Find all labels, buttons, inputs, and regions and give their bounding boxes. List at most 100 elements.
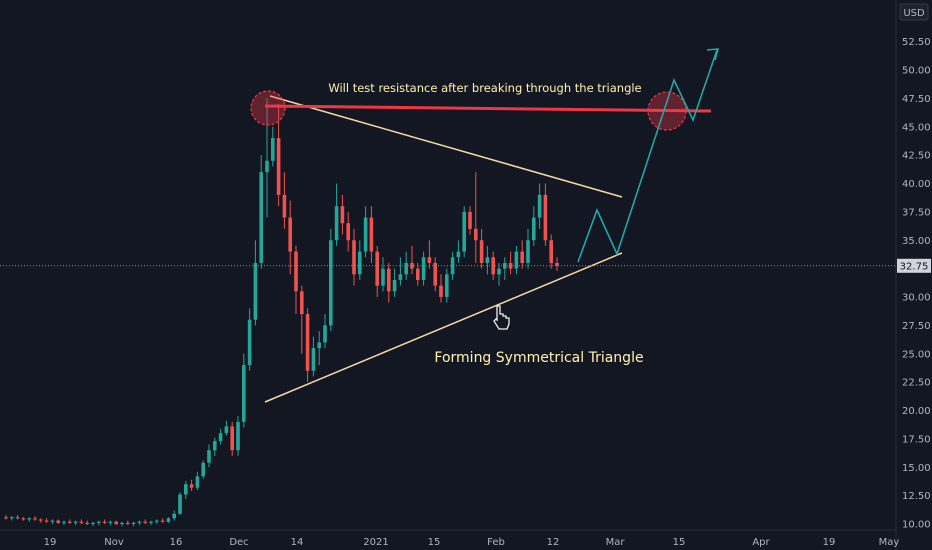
candle [555,257,559,271]
candle [184,480,188,500]
candle [427,240,432,269]
time-tick-label: Feb [487,537,505,548]
candle [375,245,379,297]
candle [271,126,275,167]
candle-body [247,319,252,366]
candle-body [68,521,72,523]
candle [218,428,223,445]
candle-body [97,521,101,523]
time-tick-label: 19 [44,537,57,548]
candle [102,519,107,524]
candle [416,262,420,286]
candle-body [282,194,287,218]
candle-body [10,517,14,519]
resistance-circle-left[interactable] [250,90,286,126]
candle [369,206,374,263]
price-tick-label: 15.00 [902,463,931,474]
candle-body [108,521,113,523]
candle [358,240,362,280]
candle-body [520,251,524,263]
candle-body [479,240,484,263]
candle-body [184,484,188,495]
resistance-line[interactable] [264,104,712,113]
candle-body [224,426,229,434]
candle [68,519,72,524]
candle-body [56,520,60,523]
candle [195,471,200,490]
candle-body [363,217,368,252]
candle-body [474,228,478,241]
time-tick-label: 12 [547,537,560,548]
candle-body [334,206,339,241]
candle [485,245,490,275]
candle [265,98,269,218]
candle-body [143,521,147,523]
time-tick-label: Apr [752,537,770,548]
price-tick-label: 52.50 [902,37,931,48]
price-tick-label: 25.00 [902,349,931,360]
price-tick-label: 45.00 [902,122,931,133]
candle-body [369,217,374,252]
candle-body [323,325,327,343]
candle [317,331,321,366]
projection-path[interactable] [577,49,718,263]
candle-body [329,240,333,326]
candle-body [537,194,542,218]
pattern-annotation: Forming Symmetrical Triangle [434,350,643,366]
candle-body [114,521,118,524]
candle-body [445,274,449,297]
candle [305,308,310,383]
candle-body [549,240,553,263]
candle [450,251,455,280]
candle-body [120,522,124,524]
candle [346,211,350,252]
candle [329,228,333,332]
candle [108,520,113,526]
candle-body [543,194,548,241]
candle-body [137,521,142,523]
candle-body [195,476,200,488]
candle [392,268,397,297]
price-tick-label: 12.50 [902,491,931,502]
upper-trendline[interactable] [269,95,623,198]
candle [491,251,495,280]
candle [178,492,182,515]
price-tick-label: 30.00 [902,293,931,304]
resistance-circle-right[interactable] [647,91,687,131]
candle-body [160,520,165,522]
candle-body [514,251,519,269]
candle [126,520,130,526]
candle-body [4,517,8,519]
candle-body [358,251,362,275]
currency-badge[interactable] [899,3,929,21]
candle [166,517,171,523]
time-axis-ticks[interactable]: 19 Nov 16 Dec 14 2021 15 Feb 12 Mar 15 Apr 19 May [44,537,900,548]
candle [543,183,548,246]
candle [79,519,84,524]
candle-body [207,450,211,463]
lower-trendline[interactable] [264,252,623,403]
candle [21,517,26,521]
candle-body [450,257,455,275]
candle [282,172,287,229]
candle [33,516,37,521]
current-price-badge [897,258,931,273]
candle [300,285,304,354]
candle-body [462,211,466,252]
candle [259,155,263,269]
price-axis[interactable] [896,0,932,550]
time-tick-label: 15 [428,537,441,548]
time-tick-label: 15 [673,537,686,548]
candle [352,228,356,286]
candle-body [491,257,495,275]
candle-body [427,257,432,263]
candle [230,421,234,456]
candle-body [189,484,194,488]
candle-body [172,513,176,519]
candle [143,519,147,524]
candle [549,234,553,269]
candle [39,518,43,523]
candle [433,257,437,292]
candle [456,240,461,263]
